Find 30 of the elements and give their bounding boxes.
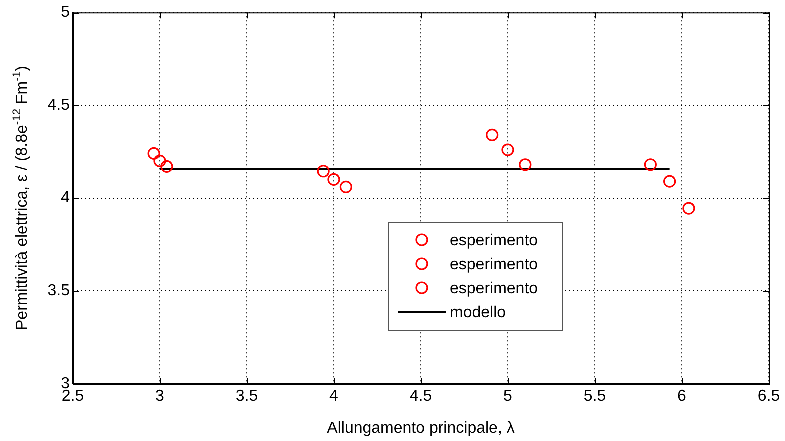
x-tick-label: 4	[330, 388, 339, 406]
point	[148, 147, 160, 160]
point	[502, 144, 514, 156]
point	[154, 154, 166, 168]
legend-label: modello	[450, 304, 506, 322]
point	[682, 202, 696, 215]
legend-label: esperimento	[450, 256, 538, 274]
y-tick-label: 4.5	[48, 96, 70, 114]
x-axis-title: Allungamento principale, λ	[327, 420, 515, 437]
x-tick-label: 3.5	[236, 388, 258, 406]
legend-label: esperimento	[450, 280, 538, 298]
point	[644, 158, 657, 172]
point	[664, 175, 676, 188]
x-tick-label: 6	[678, 388, 687, 406]
point	[486, 128, 499, 142]
y-axis-title: Permittività elettrica, ε / (8.8e-12 Fm-1)	[12, 66, 31, 331]
y-tick-label: 5	[61, 4, 70, 22]
x-tick-label: 5	[504, 388, 513, 406]
point	[328, 173, 340, 186]
x-tick-label: 5.5	[584, 388, 606, 406]
x-tick-label: 3	[156, 388, 165, 406]
x-tick-label: 4.5	[410, 388, 432, 406]
point	[160, 160, 174, 174]
legend-label: esperimento	[450, 232, 538, 250]
y-tick-label: 3.5	[48, 282, 70, 300]
x-tick-label: 6.5	[758, 388, 780, 406]
y-tick-label: 4	[61, 190, 70, 207]
point	[340, 180, 352, 194]
point	[317, 165, 330, 178]
point	[519, 158, 532, 172]
